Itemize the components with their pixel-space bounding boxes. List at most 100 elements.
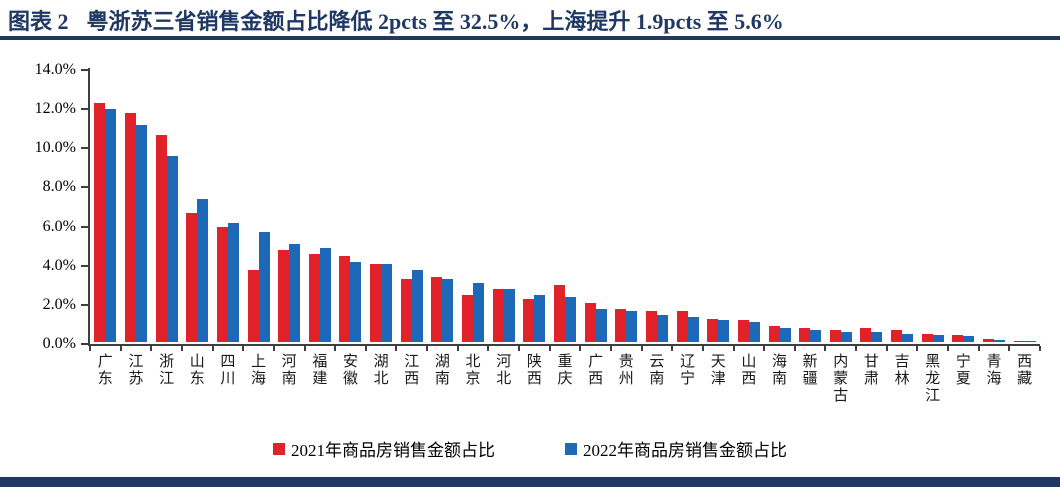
bar-2021-江苏 [124, 113, 136, 342]
x-axis-tick [916, 346, 919, 351]
x-axis-tick [426, 346, 429, 351]
x-axis-tick [395, 346, 398, 351]
bar-2022-云南 [656, 314, 668, 342]
figure-title-text: 粤浙苏三省销售金额占比降低 2pcts 至 32.5%，上海提升 1.9pcts… [86, 9, 784, 34]
chart-legend: 2021年商品房销售金额占比 2022年商品房销售金额占比 [0, 436, 1060, 461]
x-axis-label: 广东 [97, 354, 113, 387]
x-axis-tick [518, 346, 521, 351]
x-axis-tick [303, 346, 306, 351]
x-axis-tick [793, 346, 796, 351]
bar-2022-海南 [779, 328, 791, 342]
y-axis-tick [81, 343, 88, 345]
page-footer-rule [0, 477, 1060, 487]
x-axis-label: 四川 [220, 354, 236, 387]
x-axis-tick [1008, 346, 1011, 351]
bar-2021-陕西 [523, 298, 535, 342]
x-axis-tick [885, 346, 888, 351]
bar-2021-辽宁 [676, 310, 688, 342]
bar-2021-黑龙江 [921, 334, 933, 342]
bar-2022-内蒙古 [840, 332, 852, 342]
bar-2021-宁夏 [952, 335, 964, 342]
x-axis-tick [1039, 346, 1041, 351]
x-axis-label: 江苏 [128, 354, 144, 387]
y-axis-tick [81, 147, 88, 150]
x-axis-tick [334, 346, 337, 351]
x-axis-line [88, 344, 1040, 346]
legend-item-2022: 2022年商品房销售金额占比 [565, 436, 787, 461]
bar-2021-西藏 [1013, 341, 1025, 342]
x-axis-tick [579, 346, 582, 351]
x-axis-label: 内蒙古 [833, 354, 849, 404]
y-axis-tick [81, 186, 88, 189]
x-axis-tick [732, 346, 735, 351]
x-axis-tick [150, 346, 153, 351]
x-axis-label: 陕西 [526, 354, 542, 387]
x-axis-tick [977, 346, 980, 351]
bar-2022-江西 [411, 269, 423, 342]
bar-2022-浙江 [166, 156, 178, 342]
figure-title: 图表 2 粤浙苏三省销售金额占比降低 2pcts 至 32.5%，上海提升 1.9… [8, 4, 1054, 36]
bar-2021-北京 [462, 295, 474, 342]
y-axis-tick [81, 264, 88, 267]
bar-2022-湖南 [442, 279, 454, 342]
x-axis-label: 河南 [281, 354, 297, 387]
bar-2022-江苏 [135, 124, 147, 342]
bar-2021-山东 [186, 212, 198, 342]
bar-2021-青海 [983, 339, 995, 342]
bar-2022-青海 [994, 340, 1006, 342]
x-axis-tick [855, 346, 858, 351]
bar-2021-四川 [216, 226, 228, 342]
x-axis-tick [609, 346, 612, 351]
y-axis-label: 12.0% [34, 100, 76, 118]
bar-2021-贵州 [615, 308, 627, 342]
x-axis-label: 黑龙江 [925, 354, 941, 404]
legend-label-2021: 2021年商品房销售金额占比 [291, 441, 495, 460]
bar-2022-上海 [258, 232, 270, 342]
x-axis-label: 青海 [986, 354, 1002, 387]
x-axis-tick [242, 346, 245, 351]
bar-2021-内蒙古 [829, 330, 841, 342]
x-axis-label: 云南 [649, 354, 665, 387]
bar-2022-新疆 [810, 330, 822, 342]
bar-2021-安徽 [339, 255, 351, 342]
x-axis-label: 上海 [251, 354, 267, 387]
bar-2021-吉林 [891, 330, 903, 342]
bar-2021-广东 [94, 103, 106, 342]
x-axis-label: 海南 [772, 354, 788, 387]
bar-2022-吉林 [902, 334, 914, 342]
bar-2022-西藏 [1024, 341, 1036, 342]
x-axis-tick [272, 346, 275, 351]
bar-2022-山西 [748, 322, 760, 342]
x-axis-label: 北京 [465, 354, 481, 387]
x-axis-tick [211, 346, 214, 351]
bar-2022-天津 [718, 320, 730, 342]
title-underline [0, 36, 1060, 40]
x-axis-tick [671, 346, 674, 351]
bar-2021-甘肃 [860, 328, 872, 342]
bar-chart-plot-area: 0.0% 2.0% 4.0% 6.0% 8.0% 10.0% 12.0% 14.0% 广东 江苏浙… [35, 61, 1041, 404]
y-axis-label: 6.0% [42, 217, 76, 235]
y-axis-tick [81, 225, 88, 228]
bar-2021-海南 [768, 326, 780, 342]
x-axis-label: 福建 [312, 354, 328, 387]
x-axis-label: 湖南 [434, 354, 450, 387]
legend-item-2021: 2021年商品房销售金额占比 [273, 436, 495, 461]
y-axis-label: 10.0% [34, 139, 76, 157]
bar-2021-上海 [247, 269, 259, 342]
y-axis-label: 4.0% [42, 256, 76, 274]
y-axis-label: 14.0% [34, 61, 76, 78]
bar-2021-云南 [645, 310, 657, 342]
bar-2022-河北 [503, 289, 515, 342]
x-axis-tick [364, 346, 367, 351]
bar-2022-重庆 [565, 297, 576, 342]
bar-2021-福建 [308, 253, 320, 342]
x-axis-label: 甘肃 [863, 354, 879, 387]
x-axis-label: 重庆 [557, 354, 573, 387]
bar-2021-河北 [492, 289, 504, 342]
bar-2021-山西 [737, 320, 749, 342]
bar-2021-广西 [584, 302, 596, 342]
x-axis-label: 西藏 [1017, 354, 1033, 387]
x-axis-label: 浙江 [159, 354, 175, 387]
y-axis-label: 8.0% [42, 178, 76, 196]
x-axis-label: 天津 [710, 354, 726, 387]
